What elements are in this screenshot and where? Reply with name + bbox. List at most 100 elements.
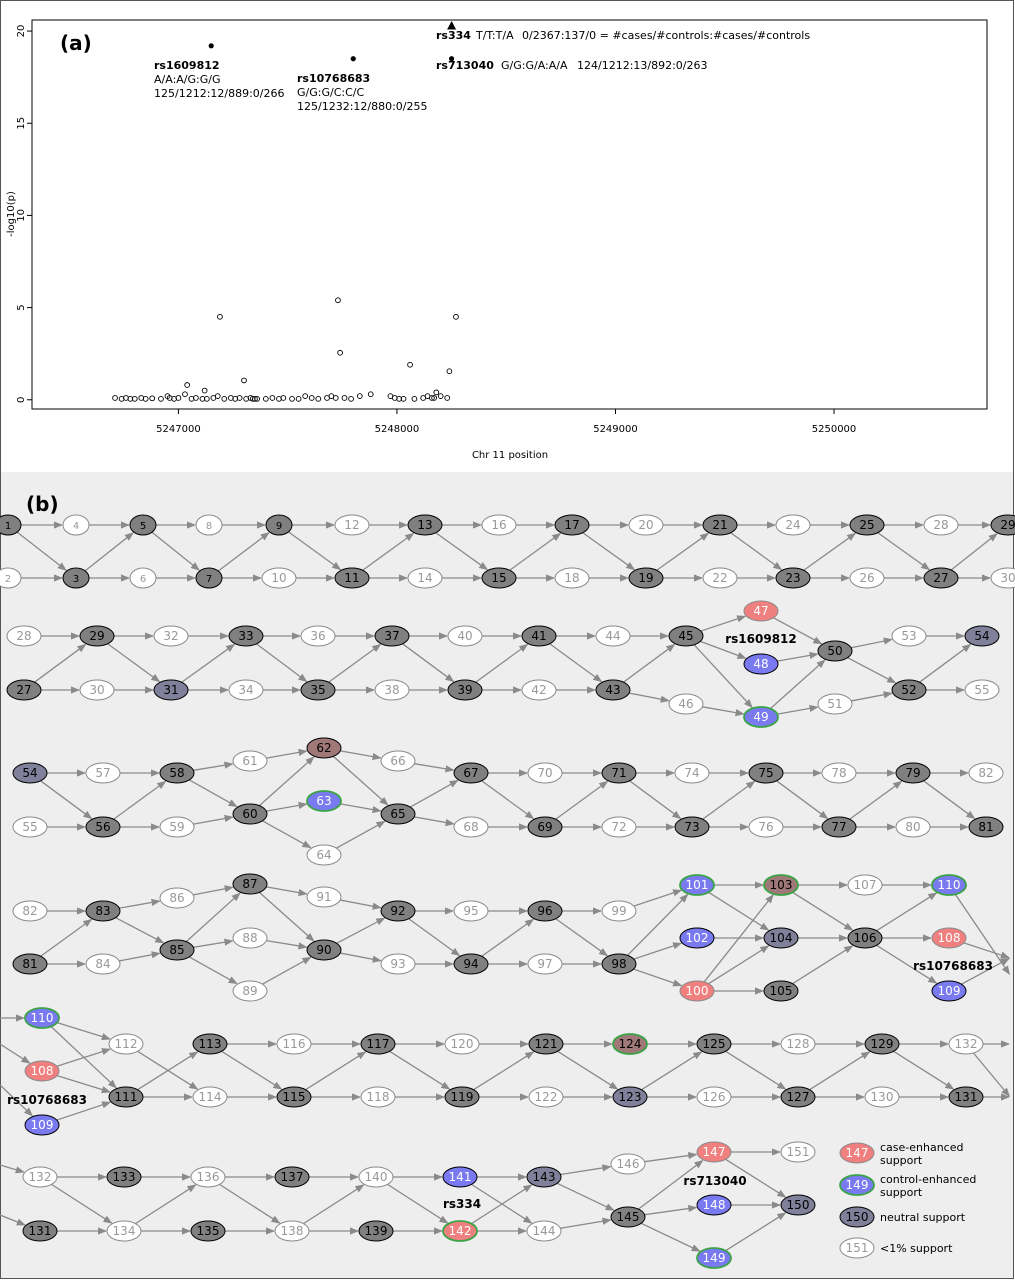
graph-edge xyxy=(115,917,165,944)
graph-node-shape xyxy=(22,1166,58,1188)
graph-node: 37 xyxy=(374,625,410,647)
graph-node-shape xyxy=(24,1060,60,1082)
scatter-point xyxy=(142,396,149,402)
legend-swatch-label: 151 xyxy=(846,1241,869,1255)
graph-edge xyxy=(708,891,770,931)
graph-node: 128 xyxy=(780,1033,816,1055)
graph-node-shape xyxy=(821,816,857,838)
graph-edge xyxy=(473,1051,535,1091)
graph-node-label: 86 xyxy=(169,891,184,905)
graph-node: 3 xyxy=(62,567,90,589)
graph-node: 17 xyxy=(554,514,590,536)
graph-node-label: 130 xyxy=(871,1090,894,1104)
graph-edge xyxy=(414,816,455,827)
graph-node-label: 126 xyxy=(703,1090,726,1104)
graph-node-label: 143 xyxy=(533,1170,556,1184)
y-tick-label: 10 xyxy=(16,209,27,222)
scatter-point xyxy=(295,396,302,402)
graph-node-shape xyxy=(453,953,489,975)
graph-node: 20 xyxy=(628,514,664,536)
graph-edge xyxy=(849,780,903,820)
graph-node: 136 xyxy=(190,1166,226,1188)
graph-node: 109 xyxy=(931,980,967,1002)
graph-node-shape xyxy=(817,693,853,715)
graph-node-shape xyxy=(481,514,517,536)
graph-node-label: 29 xyxy=(89,629,104,643)
graph-node-label: 139 xyxy=(365,1224,388,1238)
graph-node-shape xyxy=(159,816,195,838)
graph-node-label: 142 xyxy=(449,1224,472,1238)
graph-node-label: 118 xyxy=(367,1090,390,1104)
graph-node-shape xyxy=(554,567,590,589)
graph-edge xyxy=(693,644,753,709)
graph-node-label: 132 xyxy=(29,1170,52,1184)
graph-node: 29 xyxy=(990,514,1015,536)
graph-node-label: 127 xyxy=(787,1090,810,1104)
graph-node-label: 35 xyxy=(310,683,325,697)
graph-edge xyxy=(560,1217,612,1229)
graph-node-label: 81 xyxy=(978,820,993,834)
graph-edge xyxy=(638,1159,704,1210)
graph-edge xyxy=(725,1212,787,1252)
graph-node-label: 48 xyxy=(753,657,768,671)
scatter-point xyxy=(348,396,354,402)
graph-node: 71 xyxy=(601,762,637,784)
graph-node: 4 xyxy=(62,514,90,536)
graph-node: 69 xyxy=(527,816,563,838)
graph-node: 39 xyxy=(447,679,483,701)
graph-node: 76 xyxy=(748,816,784,838)
graph-edge xyxy=(792,945,854,985)
graph-node-shape xyxy=(923,514,959,536)
scatter-point xyxy=(453,313,459,320)
graph-node-label: 128 xyxy=(787,1037,810,1051)
graph-node: 15 xyxy=(481,567,517,589)
graph-node-label: 78 xyxy=(831,766,846,780)
legend-swatch-label: 149 xyxy=(846,1178,869,1192)
graph-node-shape xyxy=(628,514,664,536)
scatter-point xyxy=(411,396,418,402)
scatter-point xyxy=(269,395,276,401)
graph-node: 100 xyxy=(679,980,715,1002)
graph-nodes: 1 4 5 8 9 12 13 16 17 20 21 24 25 28 292 3 6 7 10 11 14 15 18 1… xyxy=(0,514,1015,1269)
graph-node-label: 61 xyxy=(242,754,257,768)
graph-node-shape xyxy=(702,514,738,536)
graph-node-label: 10 xyxy=(271,571,286,585)
graph-node-label: 91 xyxy=(316,890,331,904)
graph-node: 92 xyxy=(380,900,416,922)
graph-edge xyxy=(328,643,382,683)
y-axis-label: -log10(p) xyxy=(6,191,17,237)
graph-node-shape xyxy=(306,939,342,961)
legend-label: support xyxy=(880,1186,923,1199)
y-axis: 0 5 10 15 20 xyxy=(16,25,32,403)
graph-node-shape xyxy=(6,679,42,701)
legend-swatch xyxy=(839,1206,875,1228)
annot-rs713040-snp: rs713040 xyxy=(436,59,494,72)
graph-edge xyxy=(409,779,459,808)
graph-node-label: 45 xyxy=(678,629,693,643)
graph-node-shape xyxy=(679,927,715,949)
graph-node-label: 104 xyxy=(770,931,793,945)
graph-edge xyxy=(119,898,161,909)
graph-node-shape xyxy=(527,816,563,838)
graph-node-shape xyxy=(453,762,489,784)
graph-edge xyxy=(387,1183,449,1224)
graph-node: 67 xyxy=(453,762,489,784)
graph-node-label: 131 xyxy=(29,1224,52,1238)
graph-edge xyxy=(0,1164,25,1174)
graph-edge xyxy=(560,1164,612,1176)
graph-node: 28 xyxy=(923,514,959,536)
graph-node-label: 64 xyxy=(316,848,331,862)
graph-edge xyxy=(640,1222,701,1252)
legend-label: <1% support xyxy=(880,1242,953,1255)
graph-node-shape xyxy=(360,1086,396,1108)
graph-node-shape xyxy=(447,679,483,701)
graph-node-shape xyxy=(968,762,1004,784)
scatter-point xyxy=(193,395,199,401)
graph-node: 32 xyxy=(153,625,189,647)
graph-edge xyxy=(340,899,382,910)
graph-node-shape xyxy=(358,1166,394,1188)
graph-node-shape xyxy=(780,1194,816,1216)
graph-node: 149 xyxy=(696,1247,732,1269)
graph-edge xyxy=(258,756,315,807)
graph-node-label: 97 xyxy=(537,957,552,971)
